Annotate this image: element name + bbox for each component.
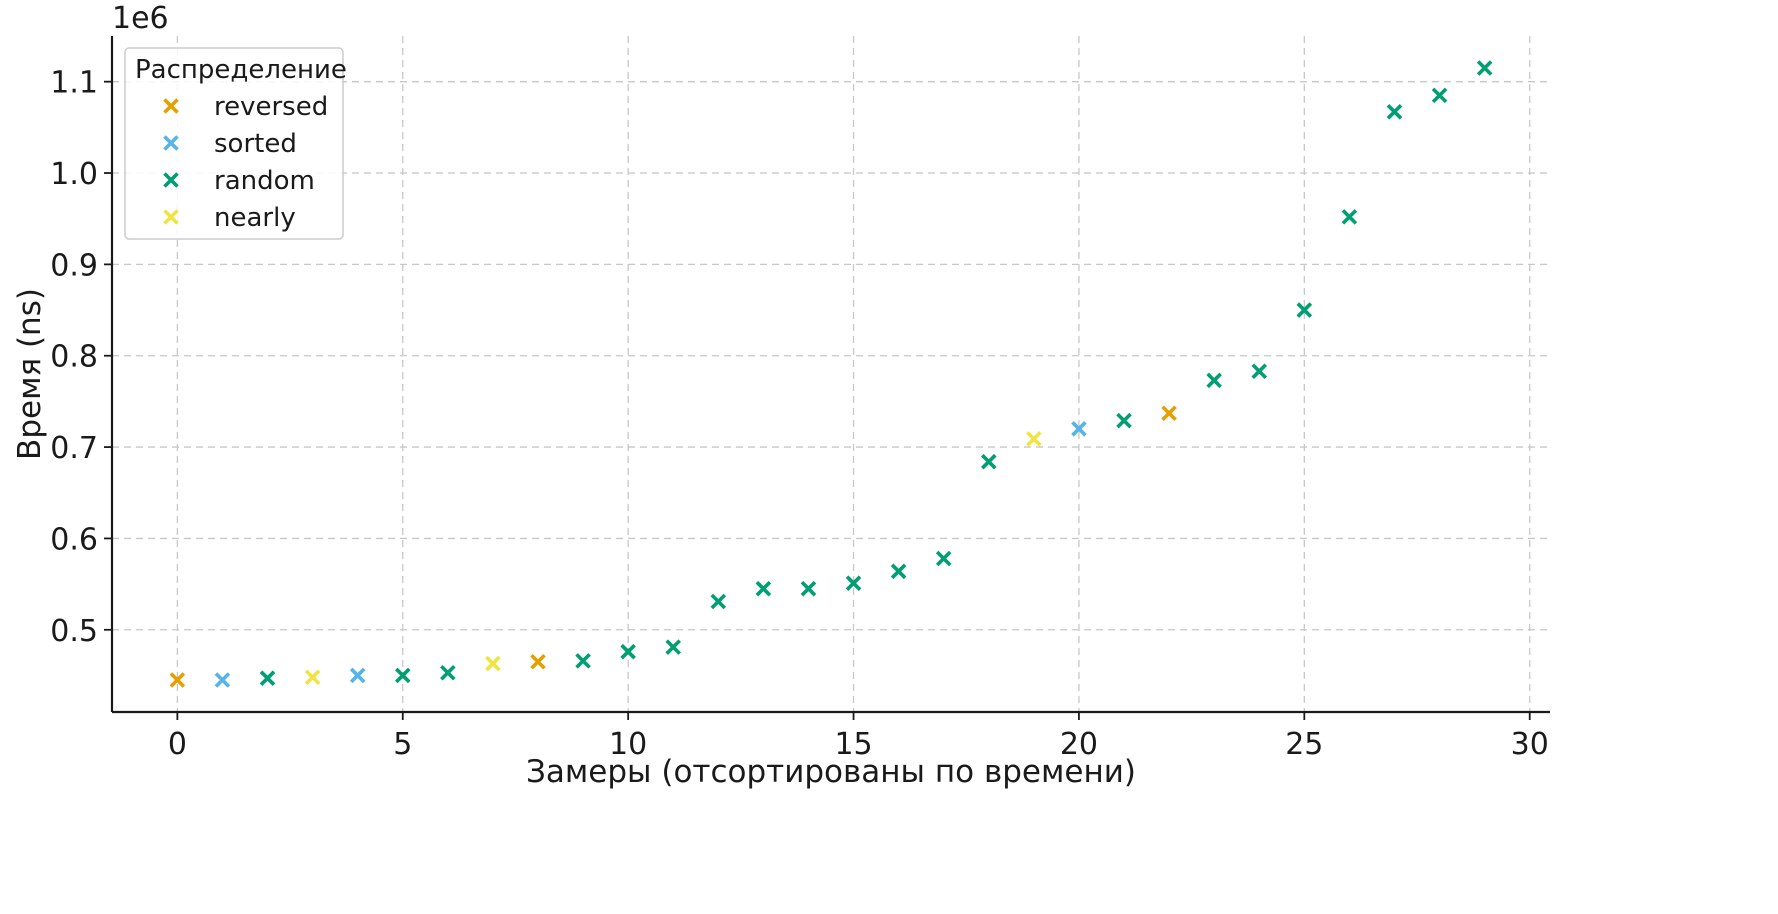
legend-title: Распределение (135, 55, 347, 85)
data-point-reversed (1161, 405, 1177, 422)
legend-box (124, 47, 344, 240)
data-point-random (1341, 209, 1358, 225)
grid (112, 36, 1550, 712)
data-point-random (665, 639, 681, 655)
x-marker-glyph (349, 667, 366, 684)
x-marker-glyph (1071, 421, 1087, 437)
data-point-random (1476, 60, 1493, 76)
y-tick-label: 0.6 (50, 522, 98, 557)
legend-marker-random (163, 172, 179, 188)
y-tick-label: 1.1 (50, 66, 98, 101)
x-tick-label: 5 (393, 727, 412, 762)
y-tick-label: 1.0 (50, 157, 98, 192)
y-ticks: 0.5 0.6 0.7 0.8 0.9 1.0 1.1 (50, 66, 112, 649)
x-marker-glyph (755, 580, 772, 597)
data-point-random (981, 453, 997, 470)
x-marker-glyph (1251, 363, 1268, 380)
data-point-sorted (1071, 421, 1087, 437)
x-marker-glyph (163, 209, 179, 225)
x-marker-glyph (259, 670, 276, 686)
data-point-random (1386, 104, 1403, 120)
x-marker-glyph (163, 98, 179, 114)
data-point-sorted (214, 672, 231, 688)
x-marker-glyph (981, 453, 997, 470)
data-point-random (800, 580, 817, 597)
x-tick-label: 25 (1285, 727, 1323, 762)
axes (110, 36, 1550, 714)
legend-marker-nearly (163, 209, 179, 225)
x-marker-glyph (304, 669, 321, 686)
data-point-random (1116, 412, 1132, 429)
data-point-nearly (1026, 431, 1042, 447)
data-point-random (575, 653, 591, 669)
data-point-random (935, 550, 952, 567)
data-point-random (440, 664, 456, 681)
x-marker-glyph (620, 643, 636, 660)
data-point-sorted (349, 667, 366, 684)
x-tick-label: 10 (609, 727, 647, 762)
data-point-reversed (530, 653, 546, 670)
x-marker-glyph (1296, 302, 1313, 318)
data-point-random (845, 575, 862, 591)
y-tick-label: 0.8 (50, 340, 98, 375)
data-point-random (1206, 372, 1222, 389)
data-point-random (755, 580, 772, 597)
data-point-random (259, 670, 276, 686)
x-marker-glyph (1026, 431, 1042, 447)
y-tick-label: 0.5 (50, 614, 98, 649)
x-tick-label: 0 (168, 727, 187, 762)
x-ticks: 0 5 10 15 20 25 30 (168, 712, 1549, 762)
x-marker-glyph (394, 667, 411, 684)
x-marker-glyph (1341, 209, 1358, 225)
x-marker-glyph (575, 653, 591, 669)
data-point-random (620, 643, 636, 660)
y-offset-label: 1e6 (112, 1, 169, 36)
x-marker-glyph (1116, 412, 1132, 429)
x-marker-glyph (1206, 372, 1222, 389)
data-point-random (1296, 302, 1313, 318)
y-axis-label: Время (ns) (12, 288, 48, 460)
x-tick-label: 30 (1511, 727, 1549, 762)
data-point-random (1251, 363, 1268, 380)
data-point-reversed (169, 672, 186, 688)
x-marker-glyph (800, 580, 817, 597)
x-marker-glyph (890, 563, 907, 580)
legend: Распределение reversed sorted random nearly (124, 47, 347, 240)
data-point-nearly (304, 669, 321, 686)
legend-entry-label: random (214, 166, 315, 196)
x-tick-label: 15 (834, 727, 872, 762)
data-point-random (394, 667, 411, 684)
x-marker-glyph (163, 172, 179, 188)
x-marker-glyph (1476, 60, 1493, 76)
y-tick-label: 0.7 (50, 431, 98, 466)
legend-entry-label: sorted (214, 129, 297, 159)
x-marker-glyph (1386, 104, 1403, 120)
x-marker-glyph (935, 550, 952, 567)
y-tick-label: 0.9 (50, 248, 98, 283)
data-point-random (890, 563, 907, 580)
x-axis-label: Замеры (отсортированы по времени) (526, 754, 1136, 790)
x-marker-glyph (530, 653, 546, 670)
x-marker-glyph (163, 135, 179, 151)
x-tick-label: 20 (1060, 727, 1098, 762)
data-point-nearly (485, 655, 501, 672)
legend-entry-label: reversed (214, 92, 328, 122)
legend-marker-reversed (163, 98, 179, 114)
data-point-random (1431, 87, 1448, 104)
x-marker-glyph (710, 593, 727, 610)
x-marker-glyph (169, 672, 186, 688)
data-point-random (710, 593, 727, 610)
x-marker-glyph (1161, 405, 1177, 422)
x-marker-glyph (845, 575, 862, 591)
legend-entry-label: nearly (214, 203, 296, 233)
x-marker-glyph (1431, 87, 1448, 104)
x-marker-glyph (440, 664, 456, 681)
x-marker-glyph (485, 655, 501, 672)
legend-marker-sorted (163, 135, 179, 151)
x-marker-glyph (665, 639, 681, 655)
x-marker-glyph (214, 672, 231, 688)
data-points (169, 60, 1493, 688)
